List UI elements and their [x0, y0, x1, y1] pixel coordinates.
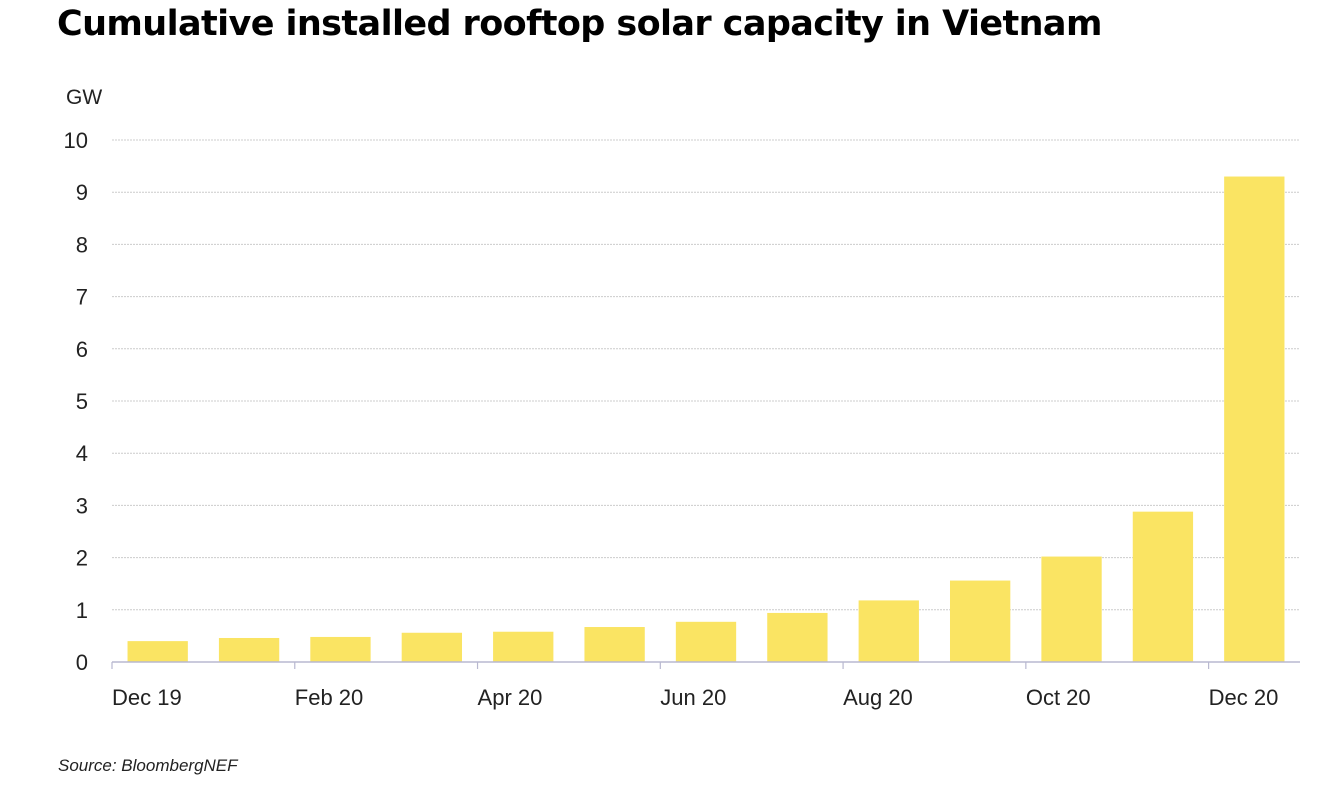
bar-mar-20 — [401, 632, 463, 662]
y-axis-ticks: 0 1 2 3 4 5 6 7 8 9 10 — [64, 128, 88, 675]
x-tick-label: Dec 19 — [112, 685, 182, 710]
y-tick-label: 10 — [64, 128, 88, 153]
bar-oct-20 — [1041, 556, 1102, 662]
x-tick-label: Jun 20 — [660, 685, 726, 710]
bar-jun-20 — [675, 621, 737, 662]
y-tick-label: 7 — [76, 285, 88, 310]
gridlines — [112, 139, 1300, 611]
y-tick-label: 0 — [76, 650, 88, 675]
y-tick-label: 1 — [76, 598, 88, 623]
bar-apr-20 — [493, 631, 554, 662]
y-tick-label: 2 — [76, 546, 88, 571]
bar-sep-20 — [949, 580, 1011, 662]
bar-dec-19 — [127, 641, 188, 662]
x-tick-label: Apr 20 — [478, 685, 543, 710]
y-tick-label: 8 — [76, 232, 88, 257]
y-tick-label: 9 — [76, 180, 88, 205]
bar-feb-20 — [310, 636, 371, 662]
y-tick-label: 4 — [76, 441, 88, 466]
source-note: Source: BloombergNEF — [58, 756, 238, 775]
x-tick-label: Oct 20 — [1026, 685, 1091, 710]
y-tick-label: 6 — [76, 337, 88, 362]
y-tick-label: 5 — [76, 389, 88, 414]
bars — [127, 176, 1285, 663]
bar-jan-20 — [218, 637, 280, 662]
x-tick-label: Dec 20 — [1209, 685, 1279, 710]
bar-may-20 — [584, 627, 645, 662]
x-tick-label: Feb 20 — [295, 685, 364, 710]
x-axis: Dec 19 Feb 20 Apr 20 Jun 20 Aug 20 Oct 20 Dec … — [111, 661, 1300, 710]
y-axis-unit-label: GW — [66, 86, 103, 109]
bar-jul-20 — [767, 612, 828, 662]
chart-title: Cumulative installed rooftop solar capac… — [57, 4, 1102, 44]
x-tick-label: Aug 20 — [843, 685, 913, 710]
bar-aug-20 — [858, 600, 919, 662]
bar-nov-20 — [1132, 511, 1194, 662]
bar-dec-20 — [1224, 176, 1285, 663]
y-tick-label: 3 — [76, 493, 88, 518]
